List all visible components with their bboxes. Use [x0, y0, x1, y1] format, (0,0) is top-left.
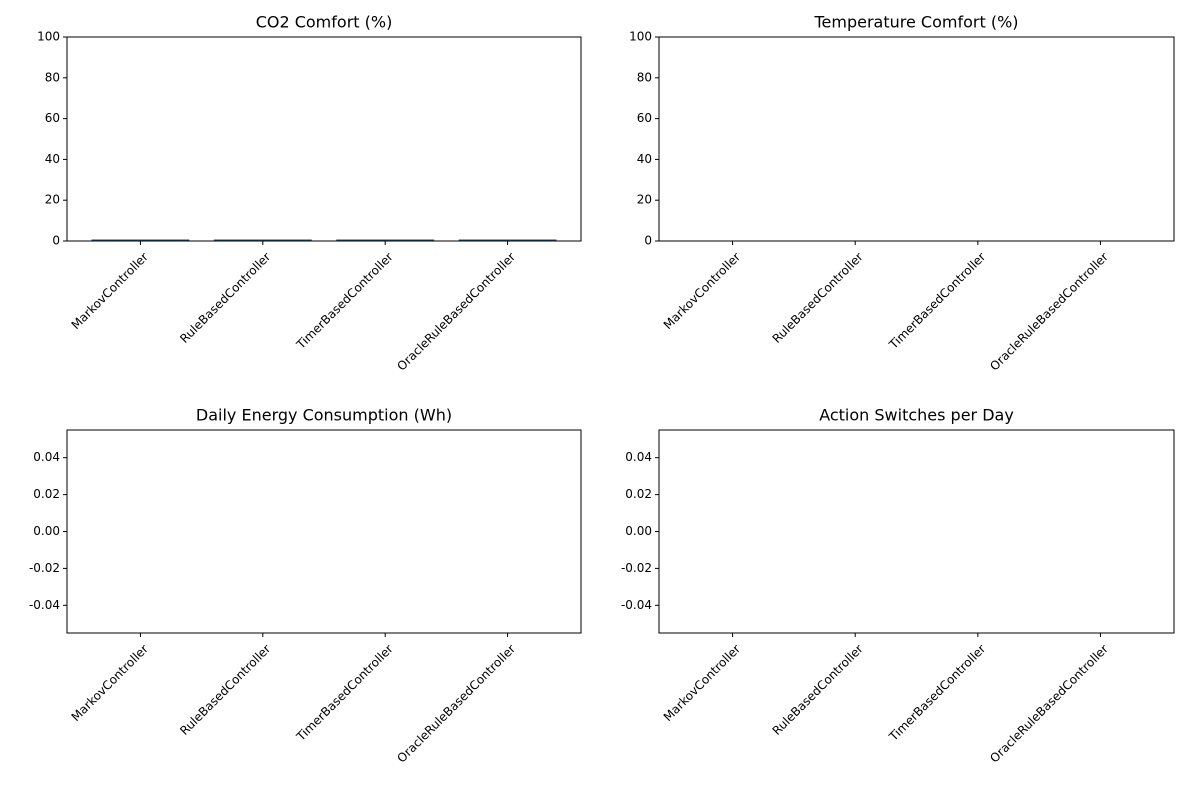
- chart-title: CO2 Comfort (%): [256, 13, 393, 32]
- y-tick-label: 40: [637, 152, 652, 166]
- x-tick-label: RuleBasedController: [770, 642, 866, 738]
- x-tick-label: OracleRuleBasedController: [394, 642, 518, 766]
- y-tick-label: 0: [644, 234, 652, 248]
- y-tick-label: 40: [45, 152, 60, 166]
- x-tick-label: MarkovController: [69, 642, 152, 725]
- bar: [91, 239, 190, 241]
- y-tick-label: 80: [637, 70, 652, 84]
- y-tick-label: -0.04: [29, 598, 60, 612]
- y-tick-label: 0: [52, 234, 60, 248]
- y-tick-label: 0.00: [625, 524, 652, 538]
- chart-title: Daily Energy Consumption (Wh): [196, 406, 452, 425]
- x-tick-label: TimerBasedController: [293, 250, 396, 353]
- chart-title: Temperature Comfort (%): [813, 13, 1018, 32]
- x-tick-label: TimerBasedController: [886, 642, 989, 745]
- bar: [213, 239, 312, 241]
- bar: [458, 239, 557, 241]
- y-tick-label: 100: [629, 30, 652, 44]
- y-tick-label: 20: [45, 193, 60, 207]
- y-tick-label: 0.00: [33, 524, 60, 538]
- y-tick-label: 100: [37, 30, 60, 44]
- x-tick-label: OracleRuleBasedController: [394, 250, 518, 374]
- y-tick-label: 0.02: [625, 487, 652, 501]
- bar: [336, 239, 435, 241]
- x-tick-label: RuleBasedController: [177, 642, 273, 738]
- axes-frame: [658, 36, 1175, 242]
- y-tick-label: -0.02: [29, 561, 60, 575]
- y-tick-label: 60: [45, 111, 60, 125]
- y-tick-label: 0.02: [33, 487, 60, 501]
- y-tick-label: -0.04: [621, 598, 652, 612]
- x-tick-label: MarkovController: [661, 250, 744, 333]
- x-tick-label: TimerBasedController: [293, 642, 396, 745]
- x-tick-label: MarkovController: [69, 250, 152, 333]
- x-tick-label: RuleBasedController: [770, 250, 866, 346]
- y-tick-label: 80: [45, 70, 60, 84]
- x-tick-label: RuleBasedController: [177, 250, 273, 346]
- x-tick-label: OracleRuleBasedController: [987, 250, 1111, 374]
- y-tick-label: 0.04: [625, 450, 652, 464]
- axes-frame: [658, 429, 1175, 634]
- axes-frame: [66, 36, 582, 242]
- x-tick-label: TimerBasedController: [886, 250, 989, 353]
- y-tick-label: 60: [637, 111, 652, 125]
- x-tick-label: MarkovController: [661, 642, 744, 725]
- y-tick-label: 20: [637, 193, 652, 207]
- y-tick-label: -0.02: [621, 561, 652, 575]
- axes-frame: [66, 429, 582, 634]
- x-tick-label: OracleRuleBasedController: [987, 642, 1111, 766]
- chart-title: Action Switches per Day: [819, 406, 1014, 425]
- y-tick-label: 0.04: [33, 450, 60, 464]
